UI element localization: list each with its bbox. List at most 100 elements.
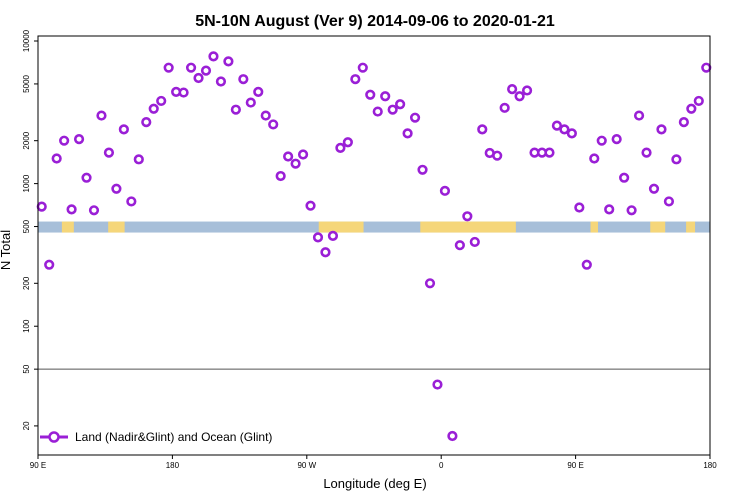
data-point bbox=[327, 230, 339, 241]
y-tick-label: 2000 bbox=[22, 131, 31, 149]
band-land bbox=[318, 221, 364, 233]
y-tick-label: 20 bbox=[22, 421, 31, 430]
data-point bbox=[559, 124, 570, 135]
data-point bbox=[342, 137, 353, 148]
data-point bbox=[350, 74, 361, 85]
data-point bbox=[477, 124, 488, 135]
y-axis-label: N Total bbox=[0, 230, 13, 270]
data-point bbox=[230, 104, 241, 115]
data-point bbox=[671, 154, 682, 165]
x-tick-label: 0 bbox=[439, 461, 444, 470]
data-point bbox=[439, 185, 451, 196]
data-point bbox=[223, 56, 234, 67]
y-tick-label: 50 bbox=[22, 364, 31, 373]
band-land bbox=[108, 221, 125, 233]
data-point bbox=[469, 236, 480, 248]
data-point bbox=[462, 211, 473, 222]
data-point bbox=[103, 147, 115, 158]
data-point bbox=[589, 153, 600, 164]
data-point bbox=[663, 196, 675, 207]
data-point bbox=[126, 196, 137, 207]
data-point bbox=[283, 151, 294, 162]
data-point bbox=[96, 110, 107, 121]
y-tick-label: 200 bbox=[22, 276, 31, 290]
data-point bbox=[297, 149, 309, 160]
data-point bbox=[619, 172, 630, 183]
band-ocean bbox=[38, 221, 710, 233]
data-point bbox=[178, 87, 189, 98]
data-point bbox=[208, 51, 219, 62]
data-point bbox=[581, 259, 592, 270]
data-point bbox=[387, 104, 398, 115]
data-point bbox=[253, 86, 264, 97]
x-axis-ticks: 90 E 180 90 W 0 90 E 180 bbox=[30, 455, 717, 470]
data-point bbox=[59, 135, 70, 146]
data-point bbox=[686, 103, 697, 114]
y-tick-label: 500 bbox=[22, 219, 31, 233]
data-point bbox=[417, 164, 428, 175]
data-point bbox=[454, 240, 465, 251]
data-point bbox=[163, 62, 174, 73]
data-point bbox=[432, 379, 443, 390]
legend-label: Land (Nadir&Glint) and Ocean (Glint) bbox=[75, 430, 272, 444]
data-points bbox=[36, 51, 712, 442]
x-tick-label: 180 bbox=[166, 461, 180, 470]
x-tick-label: 90 E bbox=[567, 461, 583, 470]
data-point bbox=[51, 153, 62, 164]
data-point bbox=[551, 120, 563, 131]
data-point bbox=[596, 135, 607, 146]
y-tick-label: 5000 bbox=[22, 74, 31, 92]
band-land bbox=[686, 221, 696, 233]
data-point bbox=[626, 205, 637, 216]
data-point bbox=[380, 91, 391, 102]
x-tick-label: 90 W bbox=[297, 461, 316, 470]
data-point bbox=[611, 134, 622, 145]
data-point bbox=[357, 62, 368, 73]
data-point bbox=[604, 204, 615, 215]
data-point bbox=[275, 170, 286, 182]
data-point bbox=[521, 85, 533, 96]
data-point bbox=[290, 158, 301, 169]
band-land bbox=[650, 221, 666, 233]
data-point bbox=[200, 65, 212, 76]
legend: Land (Nadir&Glint) and Ocean (Glint) bbox=[40, 430, 272, 444]
data-point bbox=[148, 103, 159, 114]
data-point bbox=[141, 116, 152, 128]
data-point bbox=[73, 134, 85, 145]
data-point bbox=[111, 183, 122, 194]
data-point bbox=[238, 74, 249, 85]
data-point bbox=[656, 124, 667, 135]
y-tick-label: 10000 bbox=[22, 29, 31, 52]
data-point bbox=[268, 119, 279, 130]
data-point bbox=[260, 110, 271, 121]
data-point bbox=[36, 201, 47, 212]
data-point bbox=[320, 247, 331, 258]
data-point bbox=[215, 76, 227, 87]
data-point bbox=[372, 106, 383, 117]
plot-frame bbox=[37, 35, 711, 456]
band-land bbox=[590, 221, 598, 233]
data-point bbox=[156, 95, 167, 107]
data-point bbox=[641, 147, 652, 158]
data-point bbox=[701, 62, 712, 73]
data-point bbox=[566, 128, 577, 139]
y-axis-ticks: 20 50 100 200 500 1000 2000 5000 10000 bbox=[22, 29, 38, 430]
band-land bbox=[61, 221, 74, 233]
data-point bbox=[245, 97, 256, 108]
data-point bbox=[648, 183, 660, 194]
data-point bbox=[507, 83, 518, 95]
data-point bbox=[118, 124, 129, 135]
x-tick-label: 180 bbox=[703, 461, 717, 470]
data-point bbox=[633, 110, 645, 121]
data-point bbox=[574, 202, 585, 213]
x-tick-label: 90 E bbox=[30, 461, 46, 470]
data-point bbox=[447, 430, 458, 442]
data-point bbox=[312, 232, 324, 243]
data-point bbox=[66, 204, 77, 215]
data-point bbox=[514, 91, 525, 102]
legend-marker-icon bbox=[48, 431, 60, 443]
land-ocean-band bbox=[38, 221, 710, 233]
data-point bbox=[424, 278, 436, 289]
data-point bbox=[499, 102, 510, 113]
